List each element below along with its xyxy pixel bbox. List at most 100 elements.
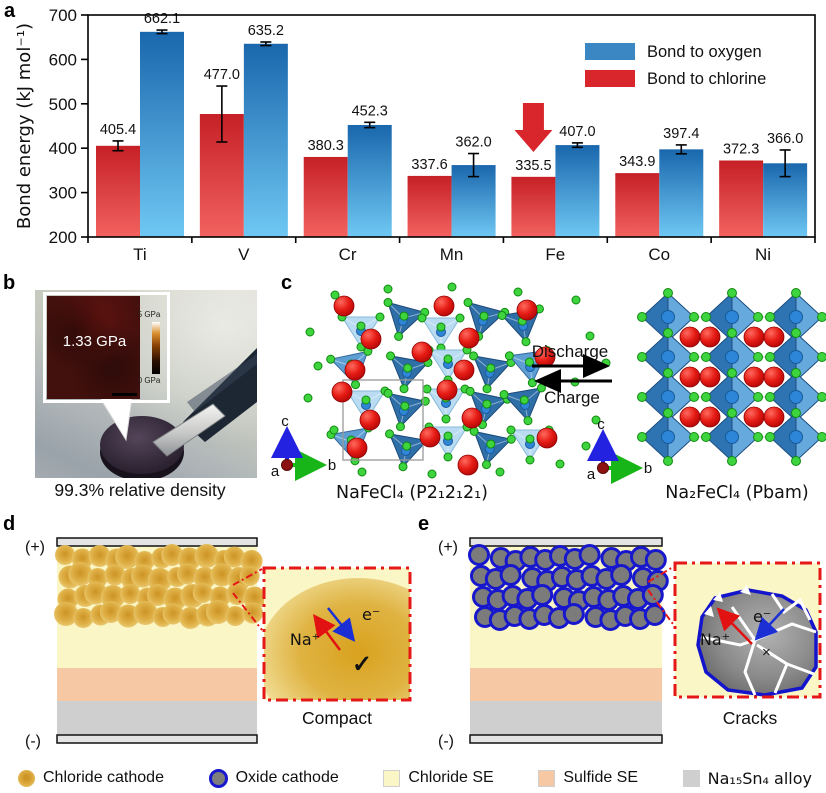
cl-atom [303,393,313,403]
chloride-cathode-layer [54,544,267,629]
cl-atom [663,288,673,298]
cl-atom [463,298,473,308]
octahedron [637,328,699,386]
cl-atom [637,432,647,442]
alloy-layer [470,701,662,735]
cl-atom [422,384,432,394]
electron-label: e⁻ [362,605,380,624]
na-atom [679,326,701,348]
cl-atom [313,361,323,371]
chloride-particle [54,602,78,626]
value-label: 337.6 [411,157,447,173]
discharge-label: Discharge [532,342,609,361]
na-atom [679,366,701,388]
cl-atom [443,431,453,441]
cl-atom [765,312,775,322]
bar-chlorine-Fe [511,176,556,237]
xtick-label-Fe: Fe [545,245,565,264]
electron-label: e⁻ [753,607,771,626]
na-atom [359,409,381,431]
xtick-label-V: V [238,245,250,264]
chloride-particle [179,607,202,629]
cl-atom [504,351,514,361]
y-tick-label: 600 [49,50,77,69]
cl-atom [326,354,336,364]
na-atom [699,406,721,428]
cl-atom [443,354,453,364]
axis-c-label: c [597,416,605,433]
y-tick-label: 500 [49,95,77,114]
cl-atom [689,392,699,402]
bar-chlorine-Mn [407,175,452,237]
cl-atom [383,284,393,294]
cl-atom [663,328,673,338]
value-label: 362.0 [455,135,491,151]
bottom-legend: Chloride cathode Oxide cathode Chloride … [18,763,812,793]
na-atom [699,366,721,388]
cl-atom [701,432,711,442]
fe-atom [789,350,803,364]
na-atom [436,379,458,401]
spall [704,606,714,617]
cl-atom [361,395,371,405]
chart-legend-label: Bond to chlorine [647,70,766,88]
value-label: 635.2 [248,23,284,39]
panel-label-e: e [418,513,430,535]
cl-atom [727,328,737,338]
legend-item-chloride-cathode: Chloride cathode [18,769,164,787]
fe-atom [661,310,675,324]
alloy-layer [57,701,257,735]
panel-label-b: b [3,272,16,294]
oxide-particle [578,544,601,566]
legend-label: Oxide cathode [235,769,339,786]
chloride-particle [162,603,184,625]
cl-atom [701,392,711,402]
cracks-caption: Cracks [723,708,778,728]
cl-atom [637,352,647,362]
cl-atom [330,290,340,300]
na-atom [360,328,382,350]
inset-compact: Na⁺ e⁻ ✓ [262,566,412,702]
cl-atom [527,378,537,388]
cl-atom [765,352,775,362]
sulfide-se-icon [538,769,556,787]
cl-atom [398,462,408,472]
cl-atom [441,414,451,424]
cl-atom [417,313,427,323]
tweezers-tip [152,403,226,457]
chloride-particle [104,564,126,586]
chloride-particle [68,562,93,586]
structure-label-left: NaFeCl₄ (P2₁2₁2₁) [336,483,488,503]
colorbar [152,322,160,374]
chloride-particle [161,544,184,566]
axis-a-label: a [271,463,280,480]
na-atom [346,437,368,459]
cl-atom [525,434,535,444]
chart-legend-swatch [585,43,635,60]
xtick-label-Co: Co [648,245,670,264]
minus-label: (-) [25,733,41,750]
tetrahedron [386,351,433,394]
fe-atom [789,430,803,444]
cl-atom [753,432,763,442]
density-caption: 99.3% relative density [54,480,226,500]
na-atom [699,326,721,348]
chloride-particle [194,544,219,568]
chloride-particle [240,550,263,572]
fe-atom [661,430,675,444]
cl-atom [523,416,533,426]
oxide-particle [562,603,585,625]
cl-atom [386,351,396,361]
cl-atom [525,455,535,465]
chloride-particle [192,583,213,603]
cl-atom [495,467,505,477]
legend-item-alloy: Na₁₅Sn₄ alloy [682,769,812,788]
chloride-particle [55,545,75,565]
legend-label: Sulfide SE [563,769,639,786]
na-atom [763,366,785,388]
cl-atom [443,452,453,462]
bar-oxygen-Cr [347,124,392,237]
chart-legend-label: Bond to oxygen [647,43,762,61]
chloride-particle [99,601,122,623]
axis-b-label: b [644,460,652,477]
